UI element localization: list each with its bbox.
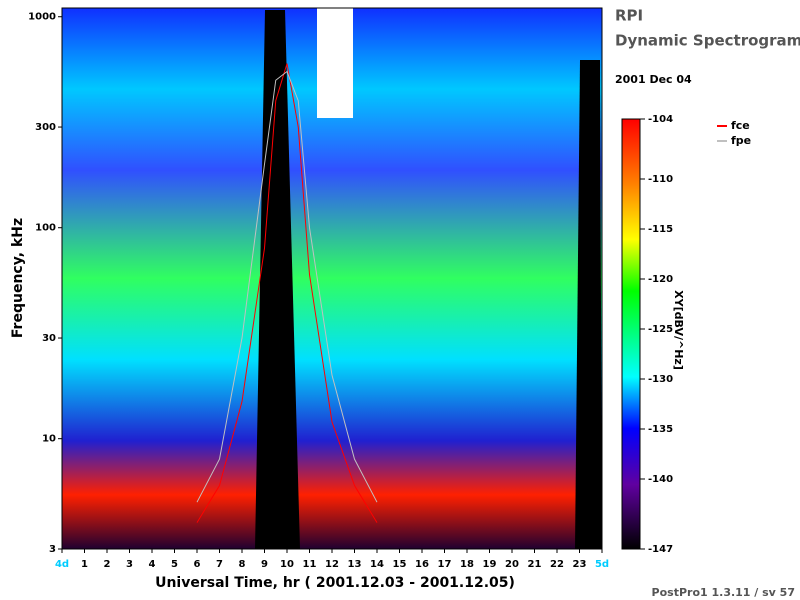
title: RPI xyxy=(615,7,643,25)
x-tick-label: 5d xyxy=(595,559,609,570)
legend-label: fce xyxy=(731,119,750,132)
colorbar-tick-label: -120 xyxy=(648,274,673,285)
y-tick-label: 10 xyxy=(42,434,56,445)
x-tick-label: 23 xyxy=(573,559,587,570)
x-tick-label: 21 xyxy=(528,559,542,570)
x-tick-label: 10 xyxy=(280,559,294,570)
y-tick-label: 100 xyxy=(35,223,56,234)
x-tick-label: 3 xyxy=(126,559,133,570)
subtitle: Dynamic Spectrogram xyxy=(615,32,800,50)
colorbar-tick-label: -140 xyxy=(648,474,673,485)
curve xyxy=(196,70,378,503)
x-tick-label: 22 xyxy=(550,559,564,570)
colorbar-tick-label: -135 xyxy=(648,424,673,435)
x-tick-label: 16 xyxy=(415,559,429,570)
x-tick-label: 11 xyxy=(303,559,317,570)
y-tick-label: 1000 xyxy=(28,12,56,23)
x-axis-label: Universal Time, hr ( 2001.12.03 - 2001.1… xyxy=(155,575,515,591)
colorbar xyxy=(621,118,641,550)
y-tick-label: 3 xyxy=(49,544,56,555)
x-tick-label: 4 xyxy=(149,559,156,570)
footer: PostPro1 1.3.11 / sv 57 xyxy=(652,586,795,599)
x-tick-label: 9 xyxy=(261,559,268,570)
x-tick-label: 15 xyxy=(393,559,407,570)
colorbar-tick-label: -110 xyxy=(648,174,673,185)
x-tick-label: 14 xyxy=(370,559,384,570)
x-tick-label: 1 xyxy=(81,559,88,570)
y-tick-label: 300 xyxy=(35,122,56,133)
date: 2001 Dec 04 xyxy=(615,73,692,86)
x-tick-label: 13 xyxy=(348,559,362,570)
colorbar-label: XY[dBV/^Hz] xyxy=(672,290,685,370)
x-tick-label: 12 xyxy=(325,559,339,570)
x-tick-label: 5 xyxy=(171,559,178,570)
colorbar-tick-label: -115 xyxy=(648,224,673,235)
x-tick-label: 2 xyxy=(104,559,111,570)
x-tick-label: 20 xyxy=(505,559,519,570)
colorbar-tick-label: -147 xyxy=(648,544,673,555)
y-tick-label: 30 xyxy=(42,333,56,344)
x-tick-label: 7 xyxy=(216,559,223,570)
data-gap xyxy=(317,8,353,118)
dark-band xyxy=(255,10,300,549)
legend-label: fpe xyxy=(731,134,751,147)
curve xyxy=(196,63,378,523)
y-axis-label: Frequency, kHz xyxy=(10,218,26,338)
x-tick-label: 6 xyxy=(194,559,201,570)
colorbar-tick-label: -104 xyxy=(648,114,673,125)
x-tick-label: 17 xyxy=(438,559,452,570)
x-tick-label: 4d xyxy=(55,559,69,570)
x-tick-label: 18 xyxy=(460,559,474,570)
colorbar-tick-label: -125 xyxy=(648,324,673,335)
x-tick-label: 19 xyxy=(483,559,497,570)
colorbar-tick-label: -130 xyxy=(648,374,673,385)
x-tick-label: 8 xyxy=(239,559,246,570)
dark-band xyxy=(575,60,602,549)
